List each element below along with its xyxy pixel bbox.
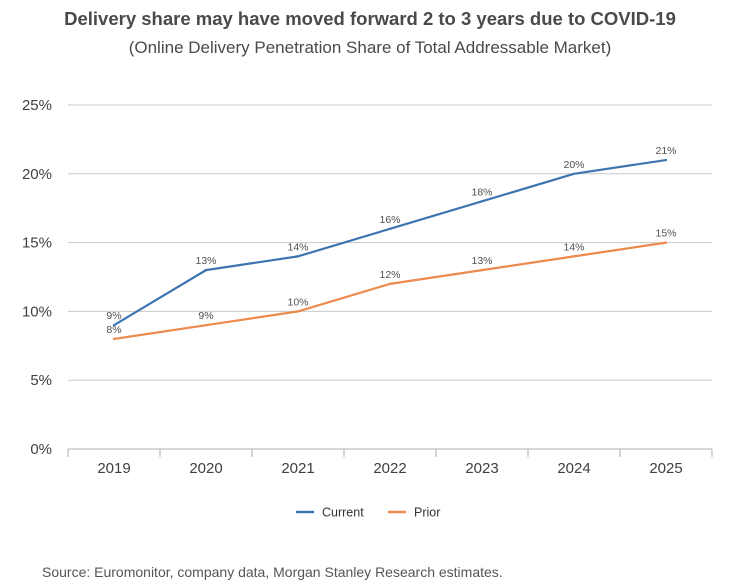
data-label-prior: 14% xyxy=(563,241,584,253)
data-point-prior xyxy=(296,310,300,313)
x-tick-label: 2019 xyxy=(97,460,130,477)
data-point-current xyxy=(480,200,484,203)
gridlines xyxy=(68,104,712,381)
legend-label-prior: Prior xyxy=(414,506,440,520)
chart-title: Delivery share may have moved forward 2 … xyxy=(64,8,676,29)
data-point-current xyxy=(388,227,392,231)
data-label-prior: 15% xyxy=(655,228,676,240)
data-label-prior: 10% xyxy=(287,296,308,308)
y-axis-tick-labels: 0% 5% 10% 15% 20% 25% xyxy=(22,97,52,458)
data-point-current xyxy=(204,268,208,272)
data-label-current: 20% xyxy=(563,159,584,171)
data-point-current xyxy=(296,255,300,258)
data-point-prior xyxy=(112,337,116,341)
source-note: Source: Euromonitor, company data, Morga… xyxy=(42,564,503,580)
x-tick-label: 2022 xyxy=(373,460,406,477)
data-labels: 9% 13% 14% 16% 18% 20% 21% 8% 9% 10% 12% 13% 14% 15% xyxy=(106,145,676,336)
data-point-prior xyxy=(572,255,576,258)
data-point-prior xyxy=(204,323,208,327)
data-point-current xyxy=(112,323,116,327)
y-tick-label: 10% xyxy=(22,303,52,320)
x-tick-label: 2024 xyxy=(557,460,590,477)
series-lines xyxy=(112,158,668,341)
x-tick-label: 2023 xyxy=(465,460,498,477)
line-chart: 0% 5% 10% 15% 20% 25% 2019 2020 2021 2022 2023 202… xyxy=(22,97,713,520)
data-label-prior: 12% xyxy=(379,269,400,281)
y-tick-label: 5% xyxy=(30,372,52,389)
data-label-current: 18% xyxy=(471,186,492,198)
data-point-current xyxy=(664,158,668,162)
y-tick-label: 0% xyxy=(30,441,52,458)
y-tick-label: 15% xyxy=(22,235,52,252)
x-tick-label: 2025 xyxy=(649,460,682,477)
data-point-prior xyxy=(388,282,392,286)
chart-subtitle: (Online Delivery Penetration Share of To… xyxy=(128,38,612,57)
data-label-current: 16% xyxy=(379,214,400,226)
x-axis: 2019 2020 2021 2022 2023 2024 2025 xyxy=(67,448,713,477)
data-label-prior: 9% xyxy=(198,310,213,322)
legend-label-current: Current xyxy=(322,506,364,520)
data-label-current: 21% xyxy=(655,145,676,157)
data-point-current xyxy=(572,172,576,175)
data-point-prior xyxy=(480,268,484,272)
data-label-prior: 8% xyxy=(106,324,121,336)
data-point-prior xyxy=(664,241,668,244)
x-tick-label: 2021 xyxy=(281,460,314,477)
y-tick-label: 25% xyxy=(22,97,52,114)
x-tick-label: 2020 xyxy=(189,460,222,477)
data-label-prior: 13% xyxy=(471,255,492,267)
data-label-current: 14% xyxy=(287,241,308,253)
data-label-current: 13% xyxy=(195,255,216,267)
y-tick-label: 20% xyxy=(22,166,52,183)
legend: Current Prior xyxy=(296,506,440,520)
data-label-current: 9% xyxy=(106,310,121,322)
